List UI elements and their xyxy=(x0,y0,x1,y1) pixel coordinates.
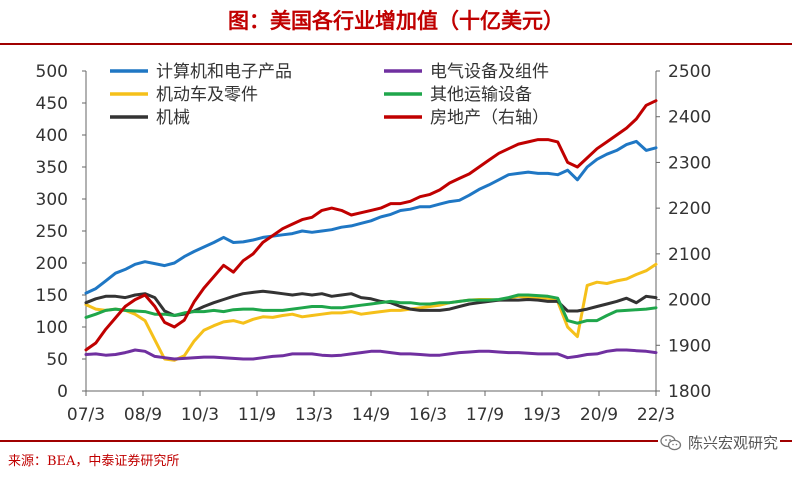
x-tick-label: 19/3 xyxy=(523,405,561,425)
title-rule xyxy=(0,43,792,45)
series-line xyxy=(84,139,658,295)
x-tick-label: 22/3 xyxy=(637,405,675,425)
left-tick-label: 200 xyxy=(36,254,68,274)
right-tick-label: 2100 xyxy=(668,245,711,265)
left-tick-label: 350 xyxy=(36,158,68,178)
bottom-rule xyxy=(0,440,792,442)
x-tick-label: 13/3 xyxy=(295,405,333,425)
x-tick-label: 08/9 xyxy=(124,405,162,425)
x-tick-label: 11/9 xyxy=(238,405,276,425)
x-tick-label: 10/3 xyxy=(181,405,219,425)
legend-label: 计算机和电子产品 xyxy=(156,62,292,82)
chart: 0 50 100 150 200 250 300 350 400 450 500 1800 1900 20… xyxy=(36,62,712,425)
right-tick-label: 2500 xyxy=(668,62,711,82)
watermark: 陈兴宏观研究 xyxy=(657,432,780,453)
right-tick-label: 2200 xyxy=(668,199,711,219)
x-tick-label: 20/9 xyxy=(580,405,618,425)
x-tick-label: 17/9 xyxy=(466,405,504,425)
left-tick-label: 450 xyxy=(36,94,68,114)
page-title: 图：美国各行业增加值（十亿美元） xyxy=(228,8,564,33)
legend-label: 电气设备及组件 xyxy=(430,62,549,82)
series-line xyxy=(84,99,658,352)
source-note: 来源：BEA，中泰证券研究所 xyxy=(8,454,180,469)
x-tick-label: 07/3 xyxy=(67,405,105,425)
left-tick-label: 150 xyxy=(36,286,68,306)
series-line xyxy=(84,293,658,325)
right-tick-label: 1900 xyxy=(668,336,711,356)
left-tick-label: 0 xyxy=(57,382,68,402)
right-tick-label: 2300 xyxy=(668,153,711,173)
x-tick-label: 14/9 xyxy=(352,405,390,425)
left-tick-label: 300 xyxy=(36,190,68,210)
left-tick-label: 500 xyxy=(36,62,68,82)
right-tick-label: 2000 xyxy=(668,291,711,311)
legend-label: 机械 xyxy=(156,108,190,128)
left-tick-label: 50 xyxy=(46,350,68,370)
legend-label: 其他运输设备 xyxy=(430,85,532,105)
legend-label: 房地产（右轴） xyxy=(430,108,549,128)
wechat-icon xyxy=(660,434,682,450)
left-tick-label: 100 xyxy=(36,318,68,338)
x-tick-label: 16/3 xyxy=(409,405,447,425)
left-tick-label: 250 xyxy=(36,222,68,242)
left-tick-label: 400 xyxy=(36,126,68,146)
legend-label: 机动车及零件 xyxy=(156,85,258,105)
right-tick-label: 2400 xyxy=(668,108,711,128)
right-tick-label: 1800 xyxy=(668,382,711,402)
watermark-text: 陈兴宏观研究 xyxy=(687,434,778,452)
series-line xyxy=(84,348,658,361)
